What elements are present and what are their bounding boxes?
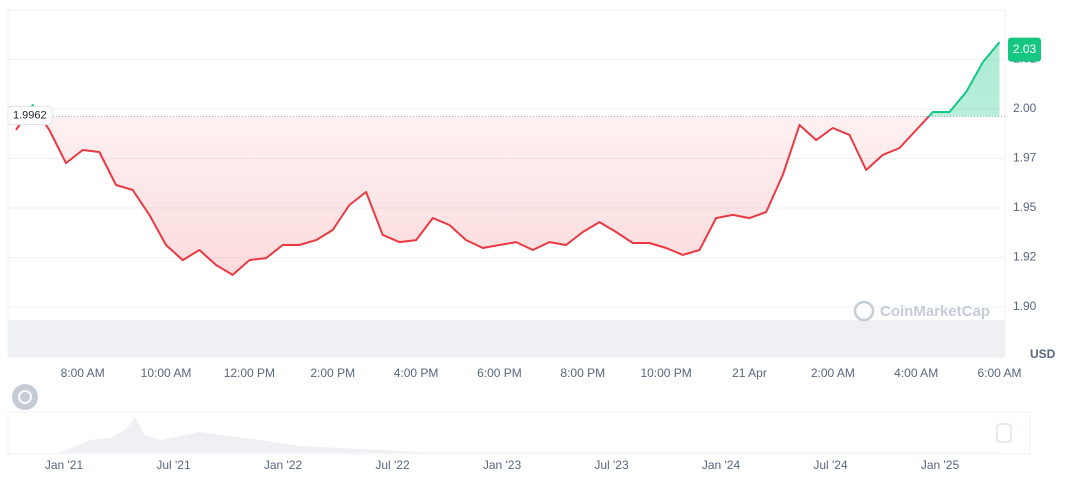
y-unit: USD <box>1030 347 1056 361</box>
x-tick-label: 10:00 AM <box>141 366 192 380</box>
current-price-label: 2.03 <box>1013 42 1037 56</box>
x-tick-label: 4:00 PM <box>394 366 439 380</box>
navigator-handle[interactable] <box>996 423 1012 443</box>
y-tick-label: 1.97 <box>1013 151 1037 165</box>
x-tick-label: 2:00 AM <box>811 366 855 380</box>
y-tick-label: 1.95 <box>1013 200 1037 214</box>
x-tick-label: 2:00 PM <box>310 366 355 380</box>
navigator-area <box>60 418 1000 453</box>
navigator-label: Jan '25 <box>921 458 960 472</box>
x-tick-label: 6:00 PM <box>477 366 522 380</box>
x-tick-label: 4:00 AM <box>894 366 938 380</box>
x-tick-label: 10:00 PM <box>640 366 691 380</box>
price-line <box>15 41 1001 276</box>
navigator-label: Jul '22 <box>375 458 410 472</box>
x-tick-label: 12:00 PM <box>224 366 275 380</box>
history-button[interactable] <box>12 384 38 410</box>
navigator[interactable] <box>7 411 1031 455</box>
baseline-label: 1.9962 <box>13 109 47 121</box>
watermark: CoinMarketCap <box>880 303 990 320</box>
x-tick-label: 8:00 PM <box>560 366 605 380</box>
navigator-label: Jan '21 <box>45 458 84 472</box>
navigator-label: Jan '24 <box>702 458 741 472</box>
navigator-label: Jul '23 <box>594 458 629 472</box>
navigator-label: Jul '24 <box>813 458 848 472</box>
history-icon[interactable] <box>18 390 32 404</box>
navigator-label: Jul '21 <box>156 458 191 472</box>
baseline-label-box <box>7 106 53 126</box>
x-tick-label: 21 Apr <box>732 366 767 380</box>
volume-area <box>8 320 1005 357</box>
x-tick-label: 6:00 AM <box>978 366 1022 380</box>
y-tick-label: 1.90 <box>1013 299 1037 313</box>
x-tick-label: 8:00 AM <box>61 366 105 380</box>
navigator-label: Jan '22 <box>264 458 303 472</box>
y-tick-label: 2.00 <box>1013 101 1037 115</box>
watermark-logo <box>853 300 875 322</box>
current-price-box <box>1008 37 1041 62</box>
area-down <box>16 116 929 275</box>
y-tick-label: 1.92 <box>1013 250 1037 264</box>
navigator-label: Jan '23 <box>483 458 522 472</box>
